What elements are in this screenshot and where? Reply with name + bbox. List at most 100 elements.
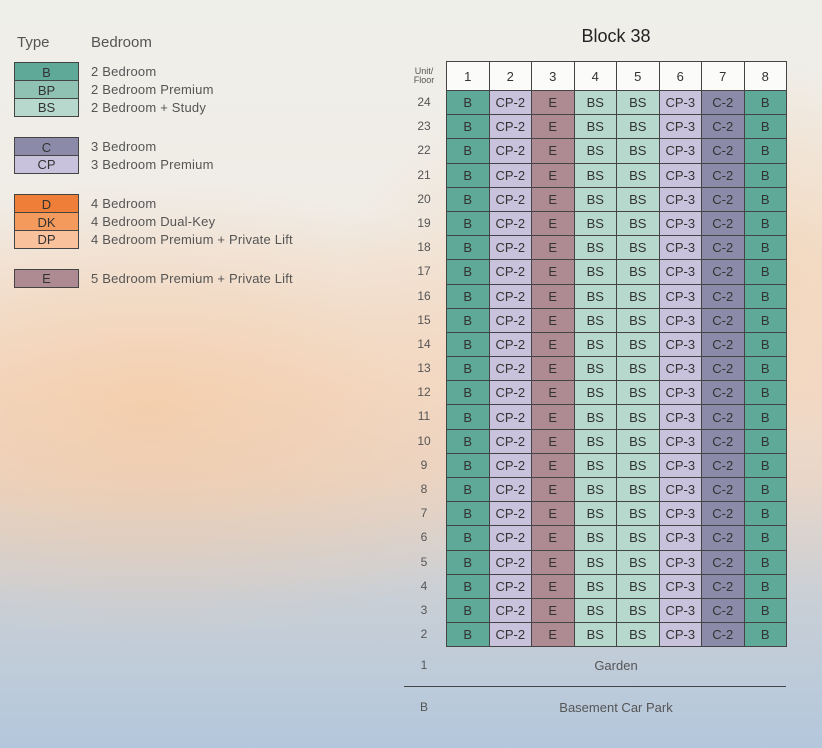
unit-cell: B [446, 259, 490, 285]
unit-cell: CP-3 [658, 549, 702, 575]
unit-cell: BS [616, 283, 660, 309]
unit-cell: BS [573, 549, 617, 575]
unit-cell: CP-3 [658, 235, 702, 261]
unit-cell: BS [573, 476, 617, 503]
unit-cell: B [743, 162, 787, 188]
unit-cell: C-2 [701, 404, 745, 430]
unit-cell: B [446, 380, 490, 406]
unit-cell: BS [616, 476, 660, 503]
floor-label-20: 20 [417, 191, 431, 206]
unit-cell: BS [616, 573, 660, 599]
unit-cell: E [531, 259, 575, 285]
unit-cell: C-2 [701, 501, 745, 527]
unit-header-5: 5 [616, 61, 660, 91]
unit-cell: C-2 [701, 307, 745, 333]
unit-floor-header: Unit/ Floor [404, 67, 444, 85]
unit-cell: B [446, 331, 490, 358]
floor-label-24: 24 [417, 95, 431, 109]
unit-header-1: 1 [446, 61, 490, 91]
unit-cell: B [743, 380, 787, 406]
legend-swatch-c: C [14, 137, 79, 156]
unit-cell: B [446, 307, 490, 333]
unit-cell: B [743, 622, 787, 648]
unit-header-4: 4 [573, 61, 617, 91]
floor-label-17: 17 [417, 264, 431, 279]
floor-label-3: 3 [420, 602, 428, 617]
unit-cell: BS [616, 210, 660, 237]
floor-label-14: 14 [417, 336, 431, 351]
legend-label-bp: 2 Bedroom Premium [91, 82, 214, 97]
unit-header-6: 6 [658, 61, 702, 91]
unit-cell: BS [616, 162, 660, 188]
unit-cell: CP-2 [488, 622, 532, 648]
unit-cell: E [531, 476, 575, 503]
unit-cell: C-2 [701, 549, 745, 575]
unit-cell: CP-2 [488, 259, 532, 285]
legend-swatch-b: B [14, 62, 79, 81]
unit-cell: B [743, 452, 787, 479]
unit-header-8: 8 [743, 61, 787, 91]
unit-cell: B [446, 404, 490, 430]
unit-cell: CP-3 [658, 283, 702, 309]
unit-cell: BS [573, 186, 617, 212]
unit-cell: CP-3 [658, 525, 702, 551]
unit-cell: BS [616, 452, 660, 479]
legend-item-cp: CP 3 Bedroom Premium [14, 155, 213, 174]
unit-cell: BS [616, 622, 660, 648]
unit-cell: CP-3 [658, 501, 702, 527]
unit-cell: B [743, 89, 787, 116]
unit-cell: CP-2 [488, 356, 532, 382]
floor-row-6: B CP-2 E BS BS CP-3 C-2 B [446, 525, 787, 551]
unit-cell: B [446, 501, 490, 527]
unit-cell: BS [616, 259, 660, 285]
floor-row-20: B CP-2 E BS BS CP-3 C-2 B [446, 186, 787, 212]
unit-cell: C-2 [701, 235, 745, 261]
legend-label-dk: 4 Bedroom Dual-Key [91, 214, 216, 229]
unit-cell: BS [616, 138, 660, 164]
floor-row-5: B CP-2 E BS BS CP-3 C-2 B [446, 549, 787, 575]
floor-row-24: B CP-2 E BS BS CP-3 C-2 B [446, 89, 787, 116]
floor-row-13: B CP-2 E BS BS CP-3 C-2 B [446, 356, 787, 382]
unit-cell: BS [573, 259, 617, 285]
floor-label-13: 13 [417, 361, 431, 376]
legend-swatch-bs: BS [14, 98, 79, 117]
floor-row-12: B CP-2 E BS BS CP-3 C-2 B [446, 380, 787, 406]
unit-cell: B [743, 210, 787, 237]
unit-cell: CP-3 [658, 114, 702, 140]
floor-label-12: 12 [417, 385, 431, 400]
floor-row-9: B CP-2 E BS BS CP-3 C-2 B [446, 452, 787, 479]
unit-cell: C-2 [701, 356, 745, 382]
unit-cell: BS [573, 331, 617, 358]
legend-item-dp: DP 4 Bedroom Premium + Private Lift [14, 230, 293, 249]
floor-label-21: 21 [417, 167, 431, 182]
unit-cell: CP-3 [658, 210, 702, 237]
unit-cell: BS [616, 114, 660, 140]
floor-row-7: B CP-2 E BS BS CP-3 C-2 B [446, 501, 787, 527]
unit-cell: C-2 [701, 476, 745, 503]
unit-cell: B [743, 428, 787, 454]
unit-cell: CP-2 [488, 380, 532, 406]
floor-label-4: 4 [420, 578, 428, 593]
unit-cell: CP-2 [488, 307, 532, 333]
unit-cell: CP-2 [488, 114, 532, 140]
unit-cell: E [531, 525, 575, 551]
unit-cell: C-2 [701, 597, 745, 624]
unit-cell: E [531, 452, 575, 479]
unit-cell: E [531, 162, 575, 188]
floor-row-8: B CP-2 E BS BS CP-3 C-2 B [446, 476, 787, 503]
unit-cell: BS [573, 525, 617, 551]
unit-cell: BS [573, 573, 617, 599]
floor-label-2: 2 [420, 627, 428, 642]
unit-cell: CP-3 [658, 259, 702, 285]
unit-cell: B [743, 525, 787, 551]
ground-floor-label: 1 [420, 658, 428, 672]
legend-swatch-dp: DP [14, 230, 79, 249]
unit-cell: B [446, 428, 490, 454]
unit-cell: CP-2 [488, 525, 532, 551]
unit-cell: CP-3 [658, 356, 702, 382]
unit-cell: E [531, 404, 575, 430]
legend-item-e: E 5 Bedroom Premium + Private Lift [14, 269, 293, 288]
unit-cell: C-2 [701, 380, 745, 406]
legend-item-bp: BP 2 Bedroom Premium [14, 80, 213, 99]
unit-floor-header-line1: Unit/ [414, 66, 434, 76]
